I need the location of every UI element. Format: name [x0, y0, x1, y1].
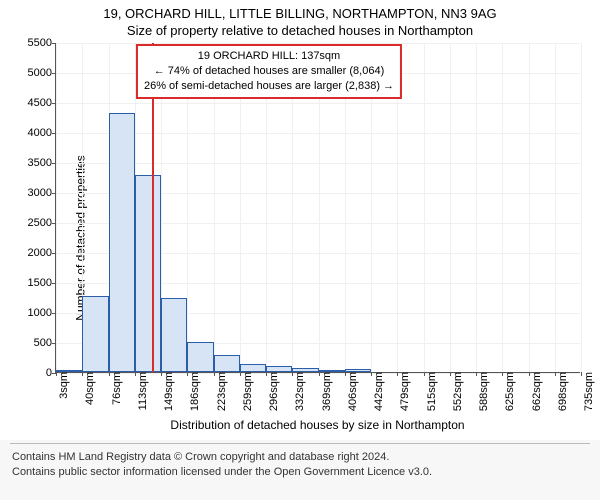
xtick-label: 698sqm — [553, 372, 569, 411]
xtick-label: 332sqm — [290, 372, 306, 411]
xtick-label: 479sqm — [395, 372, 411, 411]
xtick-label: 588sqm — [474, 372, 490, 411]
ytick-label: 5500 — [28, 37, 56, 49]
histogram-bar — [292, 368, 318, 372]
histogram-bar — [161, 298, 187, 372]
footer-line-2: Contains public sector information licen… — [12, 465, 588, 480]
gridline-v — [56, 43, 57, 372]
xtick-label: 515sqm — [422, 372, 438, 411]
histogram-bar — [214, 355, 240, 372]
title-sub: Size of property relative to detached ho… — [0, 21, 600, 38]
xtick-label: 40sqm — [80, 372, 96, 405]
annotation-box: 19 ORCHARD HILL: 137sqm← 74% of detached… — [136, 44, 402, 99]
xtick-label: 149sqm — [159, 372, 175, 411]
xtick-label: 76sqm — [107, 372, 123, 405]
ytick-label: 3000 — [28, 187, 56, 199]
xtick-label: 406sqm — [343, 372, 359, 411]
x-axis-label: Distribution of detached houses by size … — [55, 418, 580, 432]
xtick-label: 259sqm — [238, 372, 254, 411]
ytick-label: 4500 — [28, 97, 56, 109]
ytick-label: 3500 — [28, 157, 56, 169]
xtick-label: 113sqm — [133, 372, 149, 410]
xtick-label: 3sqm — [54, 372, 70, 399]
annotation-text-line: ← 74% of detached houses are smaller (8,… — [144, 64, 394, 79]
title-main: 19, ORCHARD HILL, LITTLE BILLING, NORTHA… — [0, 0, 600, 21]
gridline-v — [555, 43, 556, 372]
xtick-label: 186sqm — [185, 372, 201, 411]
annotation-text-line: 19 ORCHARD HILL: 137sqm — [144, 49, 394, 64]
histogram-bar — [187, 342, 213, 372]
chart-titles: 19, ORCHARD HILL, LITTLE BILLING, NORTHA… — [0, 0, 600, 38]
histogram-bar — [82, 296, 108, 372]
histogram-bar — [135, 175, 161, 372]
plot-area: 0500100015002000250030003500400045005000… — [55, 43, 580, 373]
histogram-bar — [240, 364, 266, 372]
ytick-label: 1500 — [28, 277, 56, 289]
footer-divider — [10, 443, 590, 444]
ytick-label: 4000 — [28, 127, 56, 139]
histogram-bar — [266, 366, 292, 372]
gridline-v — [424, 43, 425, 372]
ytick-label: 2000 — [28, 247, 56, 259]
ytick-label: 500 — [34, 337, 56, 349]
xtick-label: 625sqm — [500, 372, 516, 411]
footer-line-1: Contains HM Land Registry data © Crown c… — [12, 450, 588, 465]
xtick-label: 223sqm — [212, 372, 228, 411]
gridline-v — [581, 43, 582, 372]
annotation-text-line: 26% of semi-detached houses are larger (… — [144, 79, 394, 94]
gridline-v — [529, 43, 530, 372]
histogram-bar — [56, 370, 82, 372]
gridline-v — [476, 43, 477, 372]
xtick-label: 662sqm — [527, 372, 543, 411]
histogram-bar — [345, 369, 371, 372]
histogram-bar — [319, 370, 345, 372]
ytick-label: 5000 — [28, 67, 56, 79]
chart-area: Number of detached properties 0500100015… — [0, 40, 600, 435]
ytick-label: 1000 — [28, 307, 56, 319]
xtick-label: 735sqm — [579, 372, 595, 411]
ytick-label: 2500 — [28, 217, 56, 229]
xtick-label: 296sqm — [264, 372, 280, 411]
gridline-v — [502, 43, 503, 372]
gridline-v — [450, 43, 451, 372]
xtick-label: 552sqm — [448, 372, 464, 411]
histogram-bar — [109, 113, 135, 372]
xtick-label: 442sqm — [369, 372, 385, 411]
xtick-label: 369sqm — [317, 372, 333, 411]
footer: Contains HM Land Registry data © Crown c… — [0, 440, 600, 500]
